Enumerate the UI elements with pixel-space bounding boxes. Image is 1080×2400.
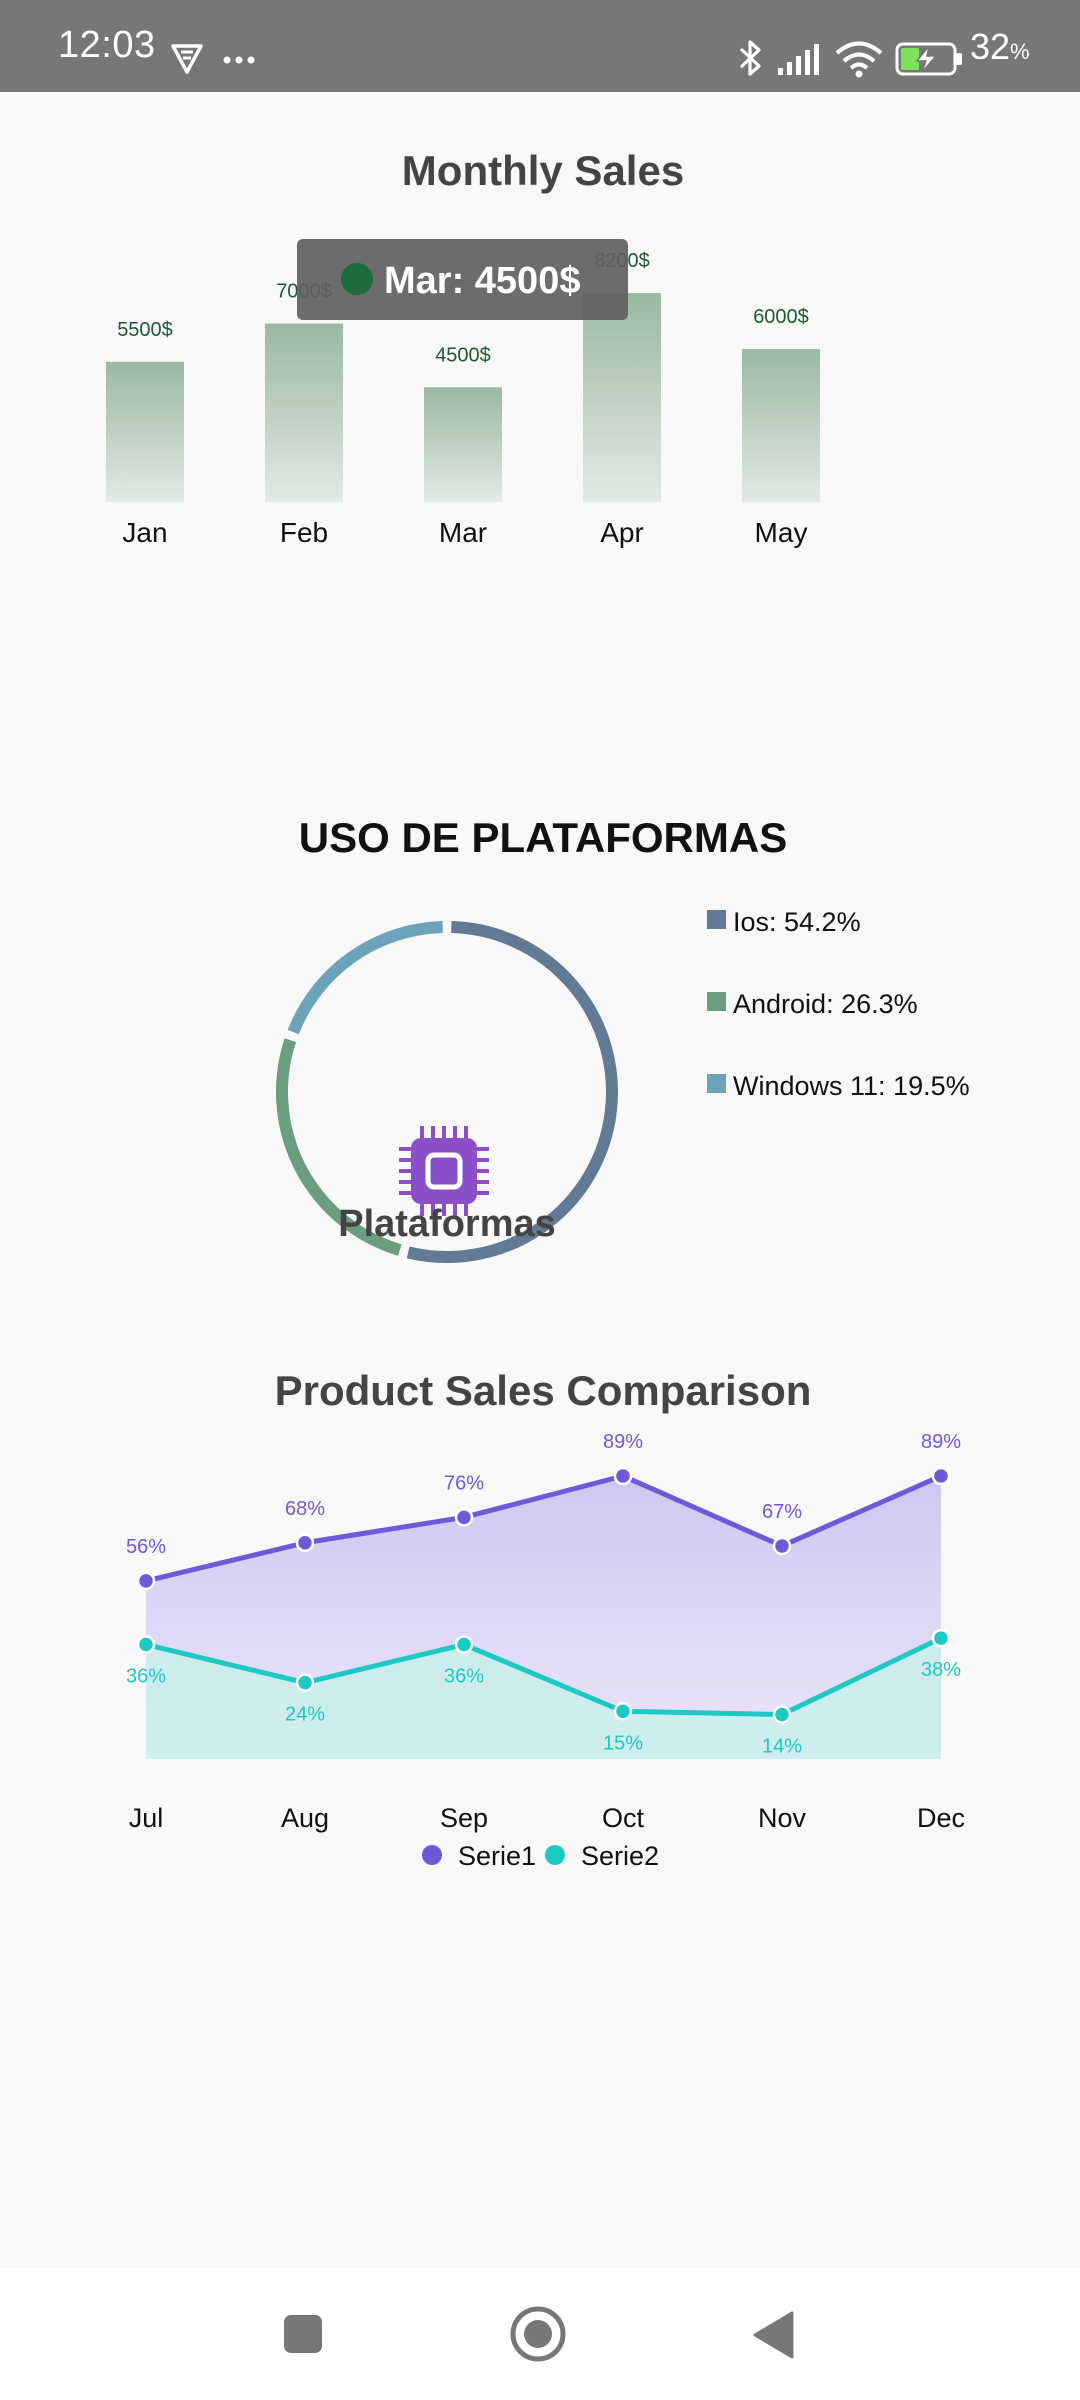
tooltip-dot xyxy=(341,263,373,295)
bar-category-label: Feb xyxy=(280,517,328,548)
charts-screen: Monthly Sales 5500$Jan7000$Feb4500$Mar82… xyxy=(106,147,970,1871)
point-value-label: 76% xyxy=(444,1472,484,1494)
point-value-label: 67% xyxy=(762,1501,802,1523)
bar-category-label: Apr xyxy=(600,517,644,548)
point-serie2[interactable] xyxy=(613,1702,633,1721)
home-button[interactable] xyxy=(509,2305,567,2363)
x-axis-label: Nov xyxy=(758,1803,807,1833)
point-serie1[interactable] xyxy=(931,1466,951,1486)
bar-apr[interactable] xyxy=(583,293,661,502)
point-serie2[interactable] xyxy=(772,1705,792,1724)
recent-apps-button[interactable] xyxy=(282,2313,324,2355)
point-value-label: 89% xyxy=(603,1431,643,1453)
point-serie2[interactable] xyxy=(295,1673,315,1692)
point-value-label: 68% xyxy=(285,1498,325,1520)
bar-category-label: May xyxy=(755,517,808,548)
point-value-label: 38% xyxy=(921,1659,961,1681)
legend-marker xyxy=(422,1845,442,1865)
bar-may[interactable] xyxy=(742,349,820,502)
battery-charging-icon xyxy=(895,42,962,76)
x-axis-label: Dec xyxy=(917,1803,965,1833)
platform-usage-chart[interactable]: USO DE PLATAFORMAS Plataformas Ios: 54.2… xyxy=(276,814,970,1263)
donut-chart-title: USO DE PLATAFORMAS xyxy=(299,814,787,861)
battery-percentage: 32% xyxy=(970,26,1030,68)
monthly-sales-chart[interactable]: Monthly Sales 5500$Jan7000$Feb4500$Mar82… xyxy=(106,147,820,548)
point-serie2[interactable] xyxy=(136,1635,156,1654)
bar-chart-title: Monthly Sales xyxy=(402,147,684,194)
bar-jan[interactable] xyxy=(106,361,184,502)
point-serie1[interactable] xyxy=(136,1571,156,1591)
bar-tooltip: Mar: 4500$ xyxy=(297,239,628,320)
bar-value-label: 6000$ xyxy=(753,306,809,328)
bar-value-label: 5500$ xyxy=(117,319,173,341)
point-serie1[interactable] xyxy=(772,1536,792,1556)
donut-slice-ios[interactable] xyxy=(406,921,618,1263)
area-serie2 xyxy=(146,1638,941,1759)
point-value-label: 36% xyxy=(444,1666,484,1688)
point-value-label: 89% xyxy=(921,1431,961,1453)
back-button[interactable] xyxy=(752,2310,796,2360)
status-time: 12:03 xyxy=(58,24,156,66)
legend-swatch xyxy=(707,1074,726,1093)
signal-icon xyxy=(778,44,819,75)
legend-swatch xyxy=(707,910,726,929)
line-legend: Serie1 Serie2 xyxy=(422,1841,659,1871)
point-value-label: 24% xyxy=(285,1704,325,1726)
bluetooth-icon xyxy=(739,40,761,76)
wifi-icon xyxy=(835,41,883,78)
point-serie1[interactable] xyxy=(613,1466,633,1486)
bar-feb[interactable] xyxy=(265,323,343,502)
legend-label: Ios: 54.2% xyxy=(733,907,861,937)
bar-category-label: Jan xyxy=(122,517,167,548)
more-dots-icon xyxy=(223,56,255,64)
battery-level: 32 xyxy=(970,26,1011,67)
donut-layer xyxy=(276,921,618,1263)
legend-label: Serie2 xyxy=(581,1841,659,1871)
donut-center-label: Plataformas xyxy=(338,1203,556,1245)
donut-slice-android[interactable] xyxy=(276,1038,402,1256)
legend-marker xyxy=(545,1845,565,1865)
chip-icon xyxy=(399,1126,489,1216)
point-value-label: 14% xyxy=(762,1735,802,1757)
x-axis-label: Jul xyxy=(129,1803,164,1833)
legend-label: Android: 26.3% xyxy=(733,989,918,1019)
point-serie1[interactable] xyxy=(295,1533,315,1553)
bar-value-label: 4500$ xyxy=(435,344,491,366)
line-serie2 xyxy=(145,1635,943,1717)
point-serie2[interactable] xyxy=(454,1635,474,1654)
line-serie1 xyxy=(145,1473,943,1584)
point-value-label: 56% xyxy=(126,1536,166,1558)
tooltip-box xyxy=(297,239,628,320)
notification-shield-icon xyxy=(171,44,203,74)
donut-slice-windows-11[interactable] xyxy=(287,921,443,1035)
point-value-label: 36% xyxy=(126,1666,166,1688)
point-value-label: 15% xyxy=(603,1732,643,1754)
donut-legend: Ios: 54.2% Android: 26.3% Windows 11: 19.5… xyxy=(707,907,970,1101)
tooltip-text: Mar: 4500$ xyxy=(384,260,580,302)
legend-label: Serie1 xyxy=(458,1841,536,1871)
x-axis-label: Aug xyxy=(281,1803,329,1833)
x-axis-label: Sep xyxy=(440,1803,488,1833)
battery-unit: % xyxy=(1010,39,1030,64)
line-layer: 56% 68% 76% 89% 67% 89% 36% 24% 36% 15% 14% 38% Jul A… xyxy=(126,1431,965,1833)
point-serie2[interactable] xyxy=(931,1628,951,1648)
line-chart-title: Product Sales Comparison xyxy=(275,1367,812,1414)
legend-label: Windows 11: 19.5% xyxy=(733,1071,970,1101)
x-axis-label: Oct xyxy=(602,1803,645,1833)
product-sales-chart[interactable]: Product Sales Comparison 56% 68% 76% 89% 67%… xyxy=(126,1367,965,1871)
status-bar: 12:03 32% xyxy=(0,0,1080,92)
navigation-bar xyxy=(0,2268,1080,2400)
legend-swatch xyxy=(707,992,726,1011)
bar-mar[interactable] xyxy=(424,387,502,502)
bar-category-label: Mar xyxy=(439,517,487,548)
point-serie1[interactable] xyxy=(454,1508,474,1527)
